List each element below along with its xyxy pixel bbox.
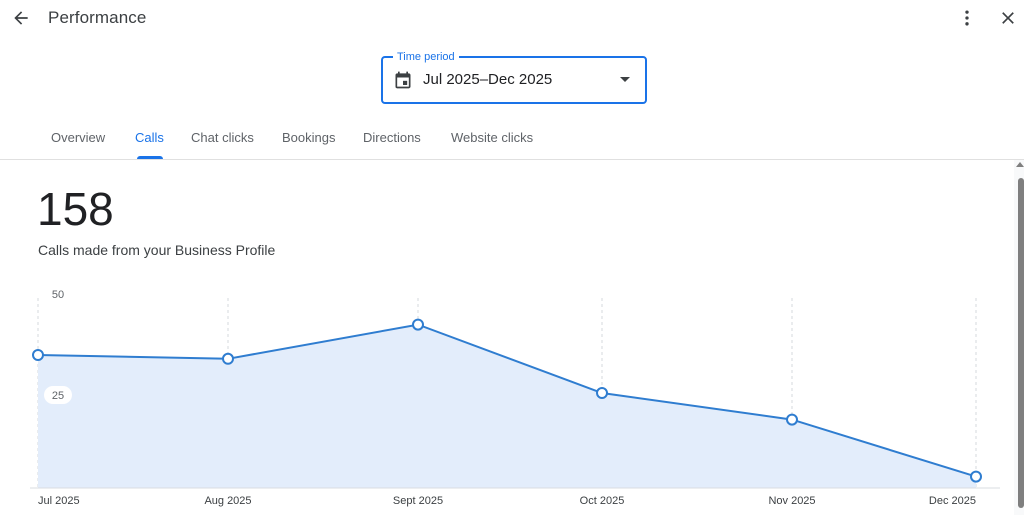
tab-directions[interactable]: Directions [363, 130, 421, 145]
calls-description: Calls made from your Business Profile [38, 242, 276, 258]
time-period-select[interactable]: Time period Jul 2025–Dec 2025 [381, 50, 647, 104]
tab-bookings[interactable]: Bookings [282, 130, 336, 145]
y-tick-label: 50 [52, 289, 64, 301]
series-line [37, 323, 977, 478]
tab-chat-clicks[interactable]: Chat clicks [191, 130, 254, 145]
scrollbar-thumb[interactable] [1018, 178, 1024, 508]
x-tick-label: Aug 2025 [204, 495, 251, 507]
y-tick-label: 25 [52, 390, 64, 402]
page-title: Performance [48, 8, 147, 27]
more-options-button[interactable] [954, 5, 980, 31]
y-tick-badge [44, 386, 72, 404]
x-tick-label: Nov 2025 [768, 495, 815, 507]
calls-chart: 50 25 Jul 2025 Aug 2025 Sept 2025 Oct 2025 Nov… [30, 289, 1000, 507]
data-point-1[interactable] [222, 352, 234, 365]
tab-website-clicks[interactable]: Website clicks [451, 130, 534, 145]
tab-calls[interactable]: Calls [135, 130, 164, 145]
scroll-up-arrow[interactable] [1016, 162, 1024, 167]
dropdown-arrow-icon [620, 77, 630, 82]
x-tick-label: Jul 2025 [38, 495, 80, 507]
top-bar: Performance [0, 0, 1024, 36]
data-point-2[interactable] [412, 318, 424, 331]
metric-tabs: Overview Calls Chat clicks Bookings Dire… [0, 118, 1024, 160]
chart-area [38, 324, 976, 488]
time-period-value: Jul 2025–Dec 2025 [423, 71, 553, 88]
tab-overview[interactable]: Overview [51, 130, 106, 145]
x-tick-label: Oct 2025 [580, 495, 625, 507]
x-tick-label: Sept 2025 [393, 495, 443, 507]
x-tick-label: Dec 2025 [929, 495, 976, 507]
data-point-0[interactable] [32, 349, 44, 361]
more-vert-icon [965, 10, 969, 26]
data-point-3[interactable] [596, 387, 608, 399]
close-button[interactable] [995, 5, 1021, 31]
back-button[interactable] [8, 5, 34, 31]
close-icon [1002, 12, 1014, 24]
calendar-icon [395, 71, 411, 89]
calls-count: 158 [37, 183, 114, 235]
arrow-left-icon [14, 11, 28, 25]
data-point-5[interactable] [970, 470, 982, 483]
active-tab-indicator [137, 156, 163, 159]
time-period-label: Time period [393, 50, 459, 64]
data-point-4[interactable] [786, 413, 798, 426]
